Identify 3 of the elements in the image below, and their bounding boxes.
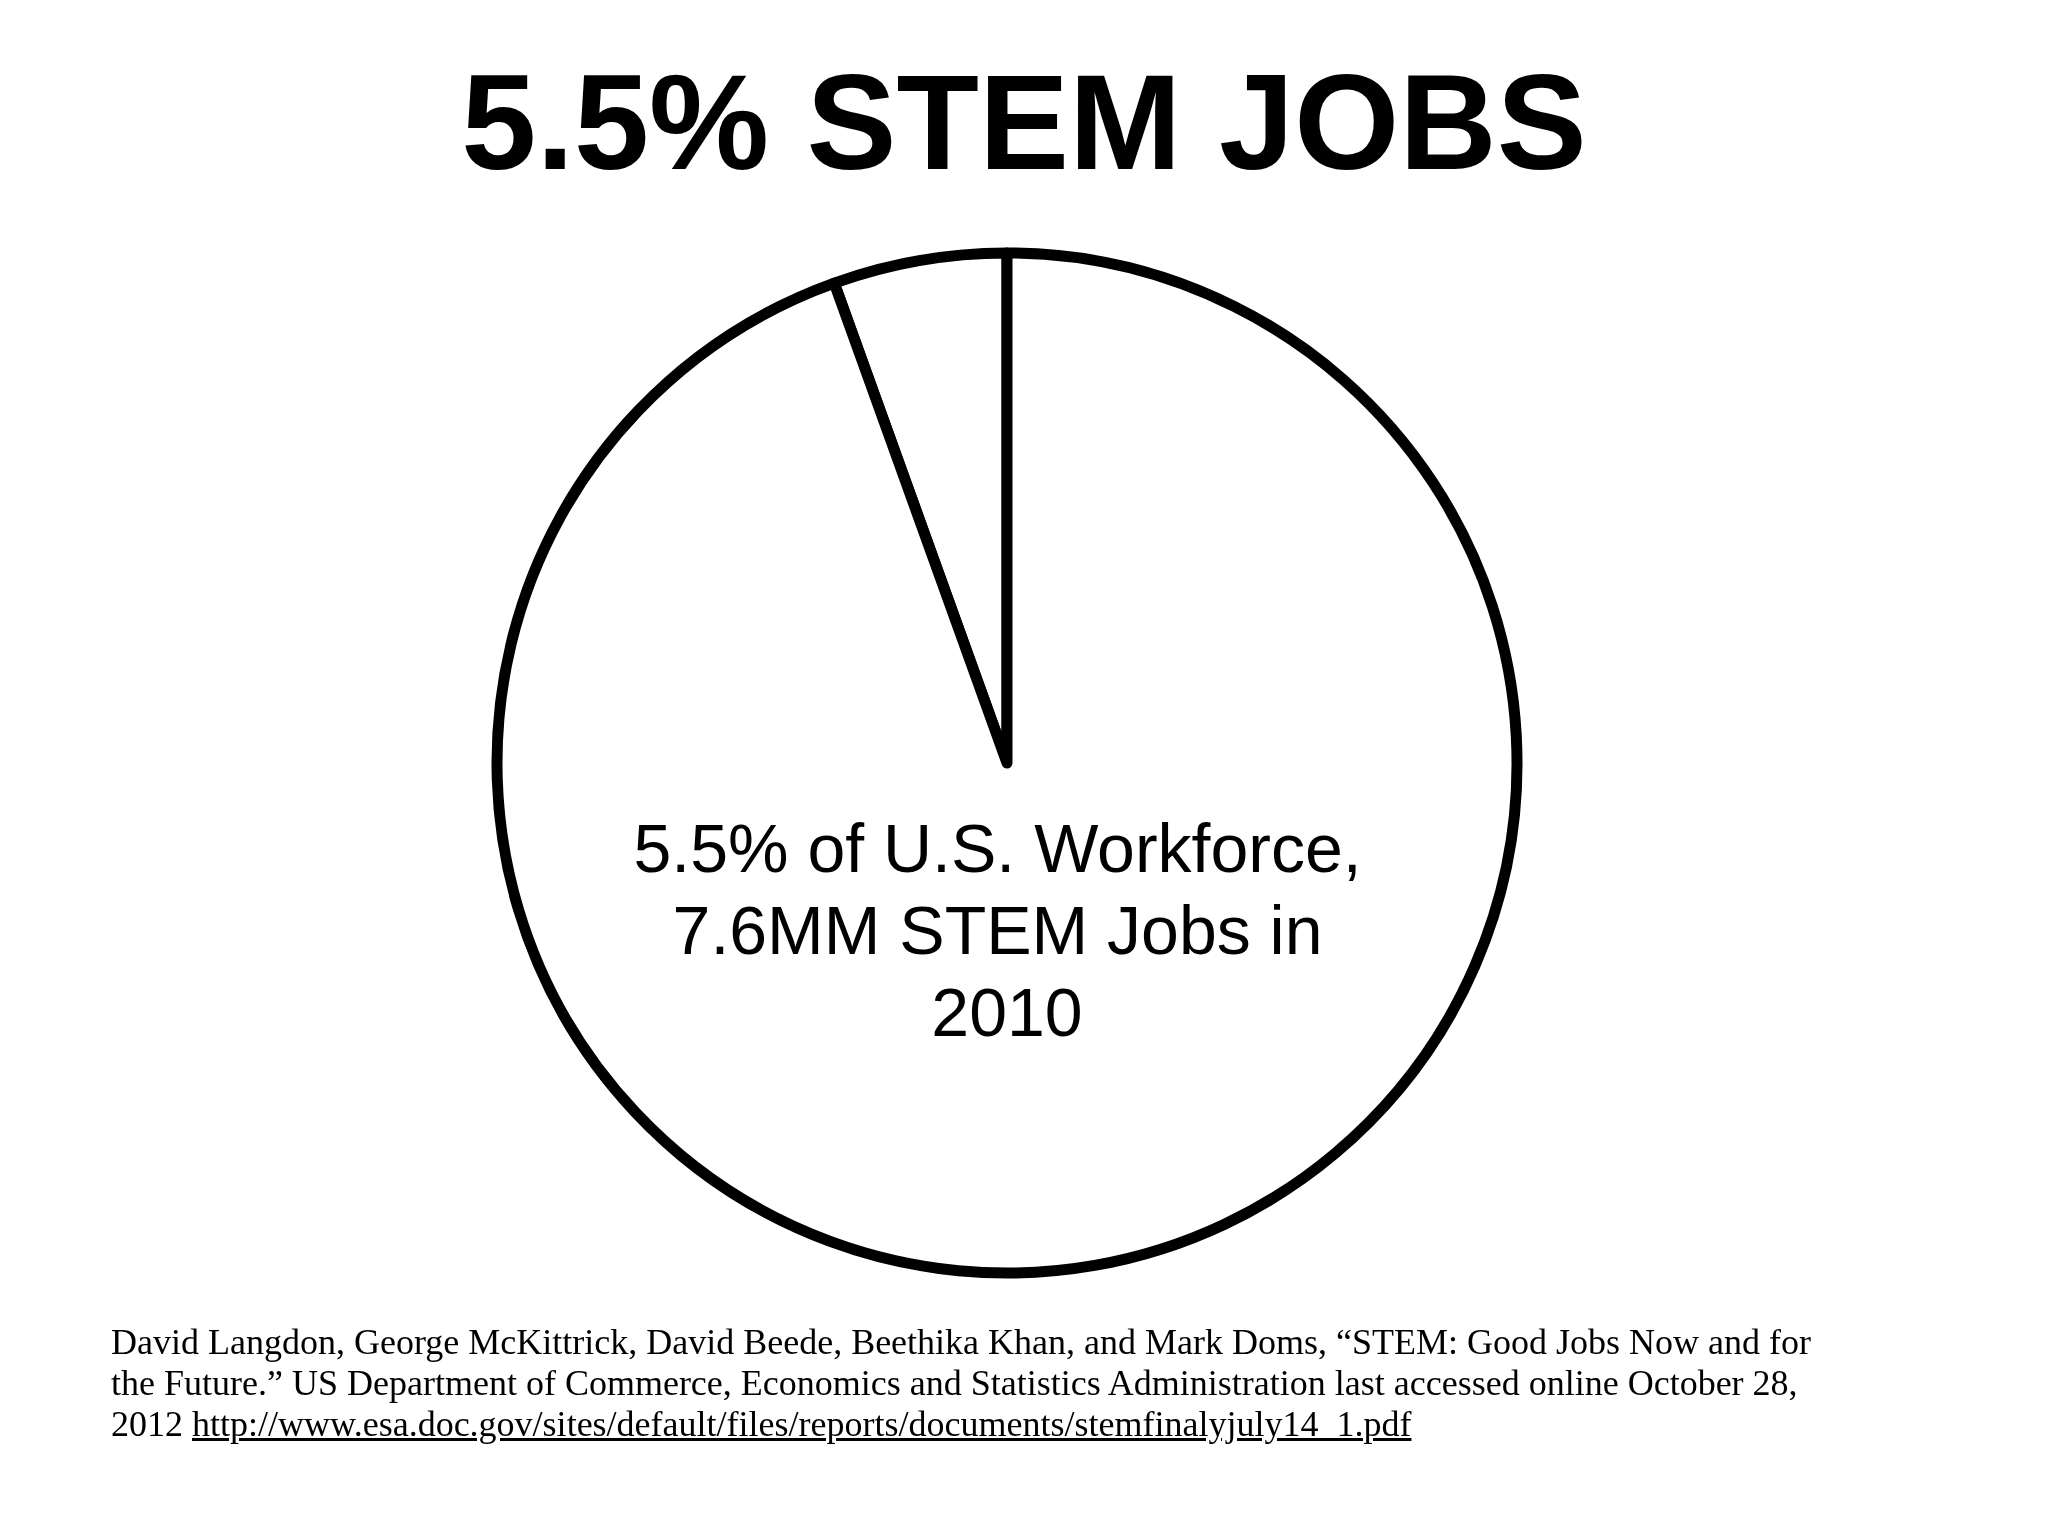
chart-title: 5.5% STEM JOBS	[461, 47, 1587, 198]
text: 5.5% of U.S. Workforce, 7.6MM STEM Jobs in 2010	[633, 810, 1381, 1050]
text: David Langdon, George McKittrick, David Beede, Beethika Khan, and Mark Doms, “STEM: Good Jobs Now and for the Future.” US Department of Commerce, Economics and Statistics Administration last accessed online October 28, 2012 http://www.esa.doc.gov/sites/default/files/reports/documents/stemfinalyjuly14_1.pdf	[111, 1322, 1812, 1445]
